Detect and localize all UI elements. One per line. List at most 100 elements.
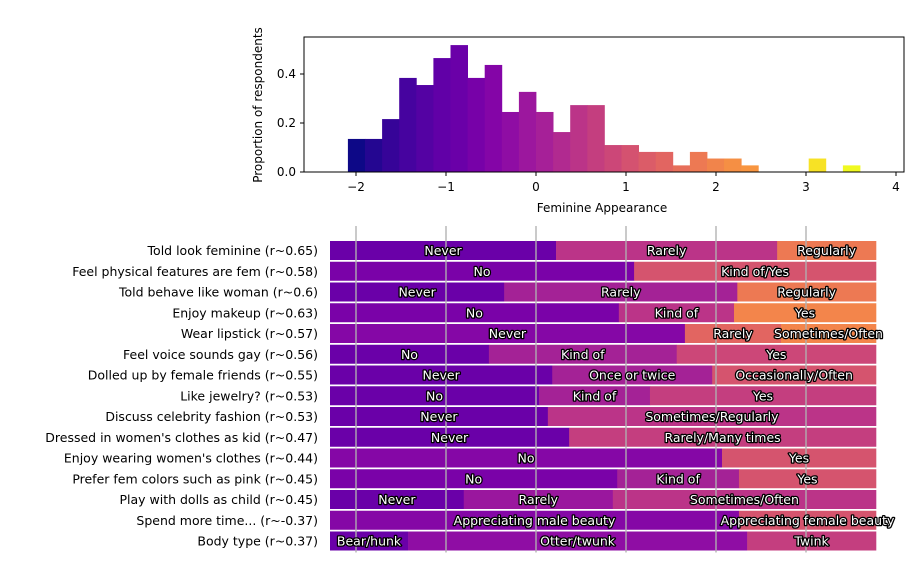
histogram-x-ticks: −2 −1 0 1 2 3 4 — [347, 172, 900, 194]
stacked-segment-labels: Never Rarely Regularly No Kind of/Yes Never Ra… — [336, 242, 897, 550]
histogram-bar — [689, 151, 708, 172]
stacked-segment — [547, 407, 877, 426]
x-tick-label: 0 — [532, 180, 540, 194]
histogram-bar — [501, 111, 520, 172]
x-tick-label: 2 — [712, 180, 720, 194]
segment-label: No — [401, 347, 418, 362]
stacked-segment — [330, 303, 620, 323]
histogram-bar — [724, 158, 742, 172]
stacked-segment — [330, 531, 409, 551]
stacked-segment — [777, 241, 877, 260]
stacked-row-labels: Told look feminine (r~0.65) Feel physical… — [45, 243, 318, 549]
stacked-segment — [330, 344, 490, 364]
histogram-bar — [587, 105, 605, 172]
segment-label: Once or twice — [589, 368, 676, 383]
segment-label: No — [518, 451, 535, 466]
segment-label: Sometimes/Regularly — [645, 409, 779, 424]
segment-label: Never — [420, 409, 458, 424]
stacked-segment — [330, 469, 618, 489]
stacked-segment — [408, 531, 748, 551]
segment-label: Yes — [752, 388, 773, 403]
segment-label: Rarely/Many times — [664, 430, 780, 445]
stacked-segment — [330, 261, 635, 281]
row-label: Play with dolls as child (r~0.45) — [119, 492, 318, 507]
stacked-segment — [649, 386, 877, 406]
segment-label: Occasionally/Often — [735, 368, 853, 383]
segment-label: Kind of — [573, 388, 617, 403]
segment-label: Rarely — [713, 326, 753, 341]
stacked-segment — [330, 241, 557, 260]
histogram-bar — [638, 151, 657, 172]
stacked-segment — [612, 490, 877, 509]
stacked-segment — [738, 469, 877, 489]
stacked-segment — [552, 365, 713, 385]
stacked-segment — [676, 344, 877, 364]
segment-label: No — [426, 388, 443, 403]
segment-label: Sometimes/Often — [774, 326, 883, 341]
histogram-bar — [416, 85, 434, 172]
stacked-segment — [569, 427, 877, 447]
row-label: Enjoy makeup (r~0.63) — [172, 305, 318, 320]
segment-label: No — [466, 305, 483, 320]
row-label: Discuss celebrity fashion (r~0.53) — [105, 409, 318, 424]
segment-label: Appreciating male beauty — [454, 513, 616, 528]
histogram-bar — [347, 138, 366, 172]
segment-label: Rarely — [601, 285, 641, 300]
y-tick-label: 0.2 — [277, 116, 296, 130]
x-tick-label: 3 — [802, 180, 810, 194]
histogram-bar — [382, 119, 400, 172]
segment-label: Regularly — [797, 243, 856, 258]
histogram-bars — [347, 45, 861, 173]
row-label: Dressed in women's clothes as kid (r~0.4… — [45, 430, 318, 445]
stacked-segment — [556, 241, 778, 260]
stacked-segment — [781, 324, 877, 343]
stacked-segment — [684, 324, 782, 343]
histogram-bar — [450, 45, 468, 173]
segment-label: Yes — [796, 471, 817, 486]
y-tick-label: 0.4 — [277, 67, 296, 81]
segment-label: No — [465, 471, 482, 486]
histogram-bar — [553, 132, 571, 172]
segment-label: Never — [422, 368, 460, 383]
row-label: Told look feminine (r~0.65) — [147, 243, 318, 258]
stacked-segment — [734, 303, 877, 323]
row-label: Enjoy wearing women's clothes (r~0.44) — [64, 451, 318, 466]
segment-label: Rarely — [647, 243, 687, 258]
segment-label: Bear/hunk — [337, 534, 402, 549]
histogram-bar — [707, 158, 725, 172]
histogram-bar — [365, 138, 383, 172]
stacked-segment — [330, 282, 505, 302]
histogram-bar — [655, 151, 674, 172]
stacked-segment — [634, 261, 877, 281]
stacked-segment — [330, 490, 465, 509]
stacked-segment — [712, 365, 877, 385]
stacked-segment — [747, 531, 877, 551]
histogram-bar — [672, 165, 691, 172]
segment-label: Sometimes/Often — [690, 492, 799, 507]
segment-label: Rarely — [519, 492, 559, 507]
row-label: Feel physical features are fem (r~0.58) — [72, 264, 318, 279]
row-label: Told behave like woman (r~0.6) — [118, 285, 318, 300]
stacked-segment — [330, 448, 723, 468]
stacked-segment — [330, 324, 686, 343]
stacked-segment — [463, 490, 614, 509]
y-tick-label: 0.0 — [277, 165, 296, 179]
histogram-bar — [741, 165, 759, 172]
stacked-segment — [738, 510, 877, 530]
row-label: Wear lipstick (r~0.57) — [181, 326, 318, 341]
histogram-bar — [604, 145, 622, 172]
histogram-bar — [570, 105, 588, 172]
segment-label: Yes — [794, 305, 815, 320]
histogram-y-ticks: 0.0 0.2 0.4 — [277, 67, 304, 179]
x-tick-label: −2 — [347, 180, 365, 194]
segment-label: Never — [424, 243, 462, 258]
stacked-segment — [330, 427, 570, 447]
histogram-panel: −2 −1 0 1 2 3 4 0.00.20.4 Feminine Appearance … — [251, 27, 905, 215]
histogram-bar — [433, 58, 451, 172]
segment-label: No — [474, 264, 491, 279]
stacked-segment — [737, 282, 877, 302]
x-tick-label: 1 — [622, 180, 630, 194]
segment-label: Kind of/Yes — [721, 264, 789, 279]
stacked-segment — [330, 407, 549, 426]
